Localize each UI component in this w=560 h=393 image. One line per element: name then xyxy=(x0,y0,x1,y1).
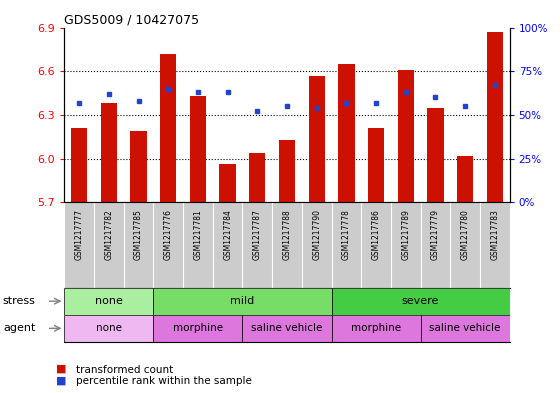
Text: morphine: morphine xyxy=(173,323,223,333)
Text: transformed count: transformed count xyxy=(76,365,173,375)
Text: GSM1217779: GSM1217779 xyxy=(431,209,440,260)
Bar xyxy=(160,54,176,202)
Bar xyxy=(190,96,206,202)
Text: GSM1217778: GSM1217778 xyxy=(342,209,351,260)
Bar xyxy=(220,164,236,202)
Text: ■: ■ xyxy=(56,364,67,373)
Text: mild: mild xyxy=(230,296,255,306)
Text: GSM1217788: GSM1217788 xyxy=(282,209,292,260)
Bar xyxy=(368,128,384,202)
Bar xyxy=(153,288,332,315)
Text: severe: severe xyxy=(402,296,439,306)
Bar xyxy=(338,64,354,202)
Bar xyxy=(64,288,153,315)
Text: GSM1217780: GSM1217780 xyxy=(460,209,470,260)
Bar xyxy=(64,315,153,342)
Text: GSM1217783: GSM1217783 xyxy=(490,209,500,260)
Text: none: none xyxy=(96,323,122,333)
Bar xyxy=(421,315,510,342)
Bar xyxy=(487,32,503,202)
Bar xyxy=(398,70,414,202)
Text: percentile rank within the sample: percentile rank within the sample xyxy=(76,376,251,386)
Bar xyxy=(101,103,117,202)
Bar xyxy=(457,156,473,202)
Text: stress: stress xyxy=(3,296,35,306)
Text: GSM1217789: GSM1217789 xyxy=(401,209,410,260)
Text: agent: agent xyxy=(3,323,35,333)
Bar xyxy=(332,288,510,315)
Bar xyxy=(71,128,87,202)
Text: GSM1217787: GSM1217787 xyxy=(253,209,262,260)
Text: saline vehicle: saline vehicle xyxy=(430,323,501,333)
Text: GSM1217777: GSM1217777 xyxy=(74,209,84,260)
Text: GSM1217784: GSM1217784 xyxy=(223,209,232,260)
Bar xyxy=(427,108,444,202)
Bar xyxy=(279,140,295,202)
Text: GSM1217781: GSM1217781 xyxy=(193,209,203,260)
Text: none: none xyxy=(95,296,123,306)
Bar xyxy=(332,315,421,342)
Bar xyxy=(153,315,242,342)
Bar xyxy=(309,75,325,202)
Text: GSM1217776: GSM1217776 xyxy=(164,209,173,260)
Bar xyxy=(130,131,147,202)
Text: GSM1217782: GSM1217782 xyxy=(104,209,114,260)
Text: GSM1217786: GSM1217786 xyxy=(371,209,381,260)
Text: morphine: morphine xyxy=(351,323,401,333)
Bar xyxy=(249,153,265,202)
Text: GSM1217790: GSM1217790 xyxy=(312,209,321,260)
Text: GDS5009 / 10427075: GDS5009 / 10427075 xyxy=(64,13,199,26)
Text: saline vehicle: saline vehicle xyxy=(251,323,323,333)
Bar xyxy=(242,315,332,342)
Text: ■: ■ xyxy=(56,375,67,385)
Text: GSM1217785: GSM1217785 xyxy=(134,209,143,260)
